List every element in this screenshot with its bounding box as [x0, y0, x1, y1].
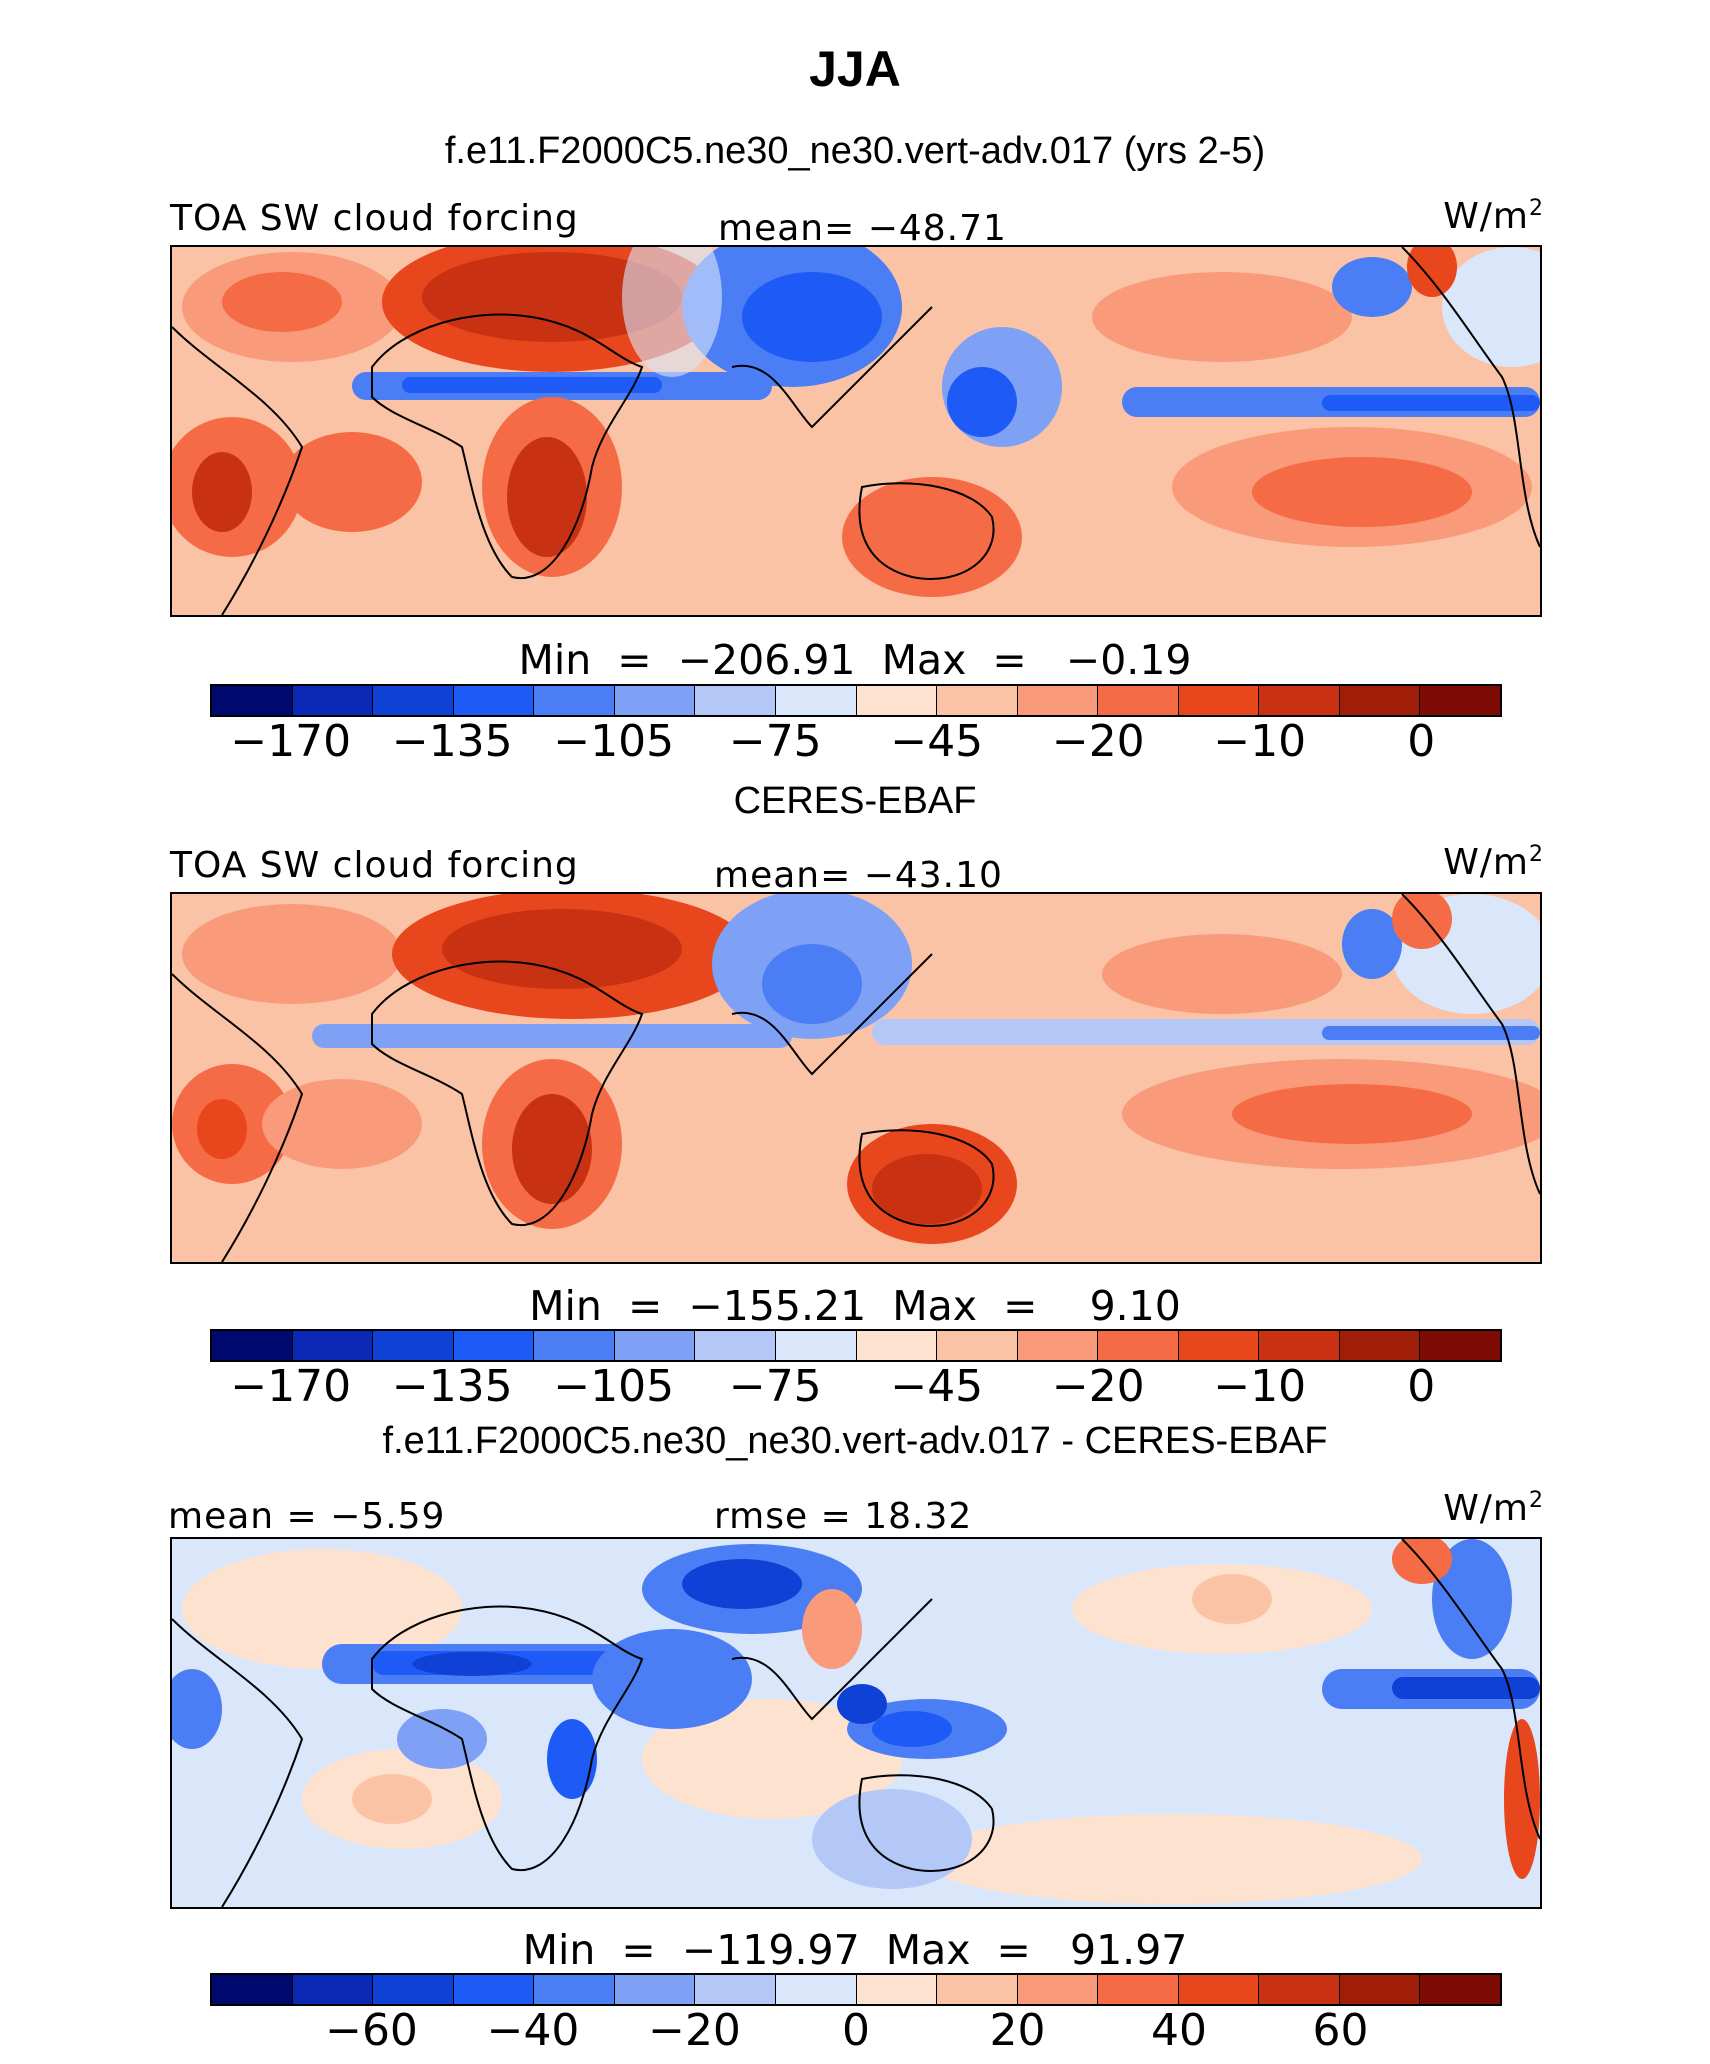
- colorbar-box: [212, 1331, 293, 1360]
- colorbar-tick-label: 20: [989, 2005, 1046, 2056]
- panel-2-variable-label: TOA SW cloud forcing: [170, 845, 579, 886]
- figure-title: JJA: [809, 41, 901, 97]
- panel-2-colorbar-ticks: −170 −135 −105 −75 −45 −20 −10 0: [210, 1361, 1502, 1412]
- colorbar-tick-label: −135: [391, 716, 513, 767]
- colorbar-tick-label: −40: [486, 2005, 580, 2056]
- colorbar-tick-label: −20: [1051, 1361, 1145, 1412]
- colorbar-box: [534, 1331, 615, 1360]
- panel-3-colorbar: [210, 1973, 1502, 2006]
- colorbar-box: [1339, 1331, 1421, 1360]
- colorbar-box: [1017, 1975, 1099, 2004]
- colorbar-box: [937, 1331, 1018, 1360]
- colorbar-box: [1420, 1331, 1500, 1360]
- panel-2-map: [170, 892, 1542, 1264]
- colorbar-box: [775, 1975, 857, 2004]
- colorbar-tick-label: 60: [1312, 2005, 1369, 2056]
- panel-1-map: [170, 245, 1542, 617]
- colorbar-box: [1420, 1975, 1500, 2004]
- colorbar-tick-label: 0: [1407, 1361, 1436, 1412]
- panel-3-colorbar-ticks: −60 −40 −20 0 20 40 60: [210, 2005, 1502, 2056]
- panel-3-map-field: [172, 1539, 1540, 1907]
- panel-1-colorbar: [210, 684, 1502, 717]
- colorbar-tick-label: 40: [1151, 2005, 1207, 2056]
- colorbar-box: [453, 686, 535, 715]
- colorbar-box: [1017, 686, 1099, 715]
- panel-2-map-field: [172, 894, 1540, 1262]
- colorbar-tick-label: −10: [1213, 1361, 1307, 1412]
- colorbar-box: [534, 686, 615, 715]
- panel-2-mean-label: mean= −43.10: [714, 855, 1003, 896]
- colorbar-tick-label: −75: [728, 1361, 822, 1412]
- panel-1-units: W/m2: [1443, 196, 1544, 237]
- colorbar-box: [614, 686, 696, 715]
- panel-2-units: W/m2: [1443, 842, 1544, 883]
- colorbar-tick-label: −105: [553, 716, 675, 767]
- colorbar-box: [695, 1331, 776, 1360]
- colorbar-box: [1259, 1975, 1340, 2004]
- colorbar-tick-label: −105: [553, 1361, 675, 1412]
- colorbar-box: [453, 1975, 535, 2004]
- colorbar-box: [1017, 1331, 1099, 1360]
- colorbar-box: [1098, 1975, 1179, 2004]
- colorbar-tick-label: −135: [391, 1361, 513, 1412]
- colorbar-box: [1178, 1975, 1260, 2004]
- colorbar-box: [453, 1331, 535, 1360]
- colorbar-tick-label: −20: [1051, 716, 1145, 767]
- colorbar-box: [937, 1975, 1018, 2004]
- colorbar-tick-label: −75: [728, 716, 822, 767]
- colorbar-box: [1339, 686, 1421, 715]
- panel-3-rmse-label: rmse = 18.32: [714, 1496, 973, 1537]
- colorbar-box: [1339, 1975, 1421, 2004]
- colorbar-box: [1098, 1331, 1179, 1360]
- colorbar-tick-label: −45: [890, 716, 984, 767]
- colorbar-box: [614, 1975, 696, 2004]
- panel-2-minmax: Min = −155.21 Max = 9.10: [529, 1282, 1181, 1330]
- panel-3-mean-label: mean = −5.59: [168, 1496, 446, 1537]
- panel-1-variable-label: TOA SW cloud forcing: [170, 198, 579, 239]
- colorbar-box: [534, 1975, 615, 2004]
- colorbar-tick-label: −170: [230, 716, 352, 767]
- panel-2-colorbar: [210, 1329, 1502, 1362]
- colorbar-box: [373, 686, 454, 715]
- colorbar-box: [695, 1975, 776, 2004]
- colorbar-box: [292, 1975, 374, 2004]
- colorbar-tick-label: 0: [842, 2005, 870, 2056]
- colorbar-box: [856, 686, 938, 715]
- panel-1-map-field: [172, 247, 1540, 615]
- colorbar-box: [1420, 686, 1500, 715]
- colorbar-tick-label: −20: [648, 2005, 741, 2056]
- panel-3-map: [170, 1537, 1542, 1909]
- colorbar-tick-label: 0: [1407, 716, 1436, 767]
- colorbar-tick-label: −60: [325, 2005, 418, 2056]
- colorbar-box: [373, 1975, 454, 2004]
- colorbar-box: [1178, 686, 1260, 715]
- panel-1-title: f.e11.F2000C5.ne30_ne30.vert-adv.017 (yr…: [444, 130, 1266, 172]
- colorbar-tick-label: −170: [230, 1361, 352, 1412]
- colorbar-box: [212, 686, 293, 715]
- colorbar-box: [695, 686, 776, 715]
- panel-2-title: CERES-EBAF: [733, 780, 977, 822]
- colorbar-box: [856, 1331, 938, 1360]
- colorbar-box: [292, 1331, 374, 1360]
- panel-1-colorbar-ticks: −170 −135 −105 −75 −45 −20 −10 0: [210, 716, 1502, 767]
- panel-1-minmax: Min = −206.91 Max = −0.19: [518, 636, 1192, 684]
- panel-3-title: f.e11.F2000C5.ne30_ne30.vert-adv.017 - C…: [382, 1420, 1328, 1462]
- colorbar-box: [775, 1331, 857, 1360]
- colorbar-box: [937, 686, 1018, 715]
- colorbar-box: [1259, 686, 1340, 715]
- colorbar-box: [292, 686, 374, 715]
- panel-1-mean-label: mean= −48.71: [718, 208, 1007, 249]
- panel-3-minmax: Min = −119.97 Max = 91.97: [522, 1926, 1188, 1974]
- colorbar-box: [614, 1331, 696, 1360]
- colorbar-box: [856, 1975, 938, 2004]
- colorbar-box: [212, 1975, 293, 2004]
- colorbar-box: [373, 1331, 454, 1360]
- colorbar-box: [1259, 1331, 1340, 1360]
- panel-3-units: W/m2: [1443, 1488, 1544, 1529]
- colorbar-box: [775, 686, 857, 715]
- colorbar-tick-label: −45: [890, 1361, 984, 1412]
- colorbar-box: [1178, 1331, 1260, 1360]
- colorbar-tick-label: −10: [1213, 716, 1307, 767]
- colorbar-box: [1098, 686, 1179, 715]
